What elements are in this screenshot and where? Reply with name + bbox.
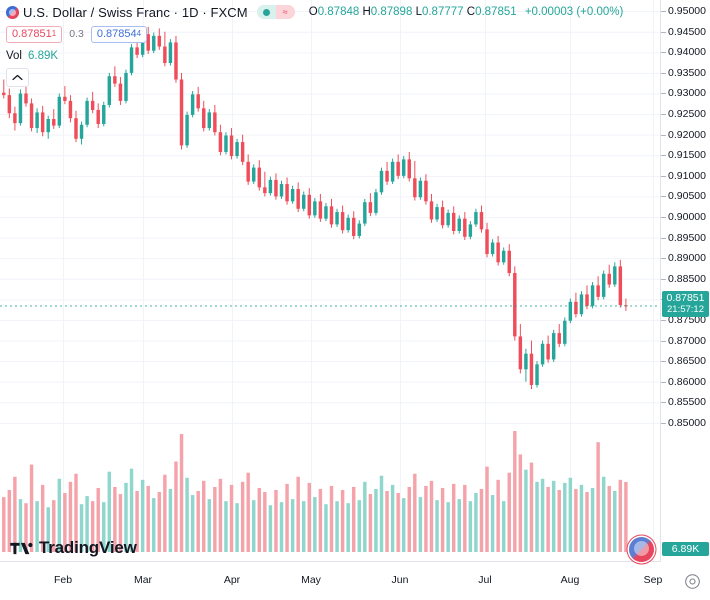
current-price-badge[interactable]: 0.87851 21:57:12 bbox=[662, 291, 709, 318]
candlestick-svg bbox=[0, 0, 661, 552]
price-tick-mark bbox=[661, 381, 666, 383]
price-tick-mark bbox=[661, 134, 666, 136]
tradingview-logo[interactable]: TradingView bbox=[10, 538, 137, 558]
chart-plot-area[interactable] bbox=[0, 0, 661, 562]
price-tick-label: 0.95000 bbox=[668, 5, 706, 18]
time-tick-label: Apr bbox=[223, 574, 241, 586]
bar-countdown: 21:57:12 bbox=[667, 303, 704, 315]
current-price-value: 0.87851 bbox=[666, 292, 705, 305]
chevron-up-icon bbox=[12, 74, 23, 81]
price-tick-mark bbox=[661, 52, 666, 54]
price-tick-label: 0.89500 bbox=[668, 231, 706, 244]
price-tick-mark bbox=[661, 175, 666, 177]
price-tick-label: 0.86500 bbox=[668, 355, 706, 368]
price-tick-label: 0.91000 bbox=[668, 169, 706, 182]
price-tick-mark bbox=[661, 319, 666, 321]
time-tick-label: Jun bbox=[391, 574, 409, 586]
chart-settings-gear-icon[interactable] bbox=[684, 573, 701, 590]
price-tick-mark bbox=[661, 361, 666, 363]
price-tick-label: 0.85500 bbox=[668, 396, 706, 409]
price-tick-label: 0.90000 bbox=[668, 211, 706, 223]
time-tick-label: Mar bbox=[133, 574, 153, 586]
price-tick-mark bbox=[661, 155, 666, 157]
time-axis[interactable]: Feb Mar Apr May Jun Jul Aug Sep bbox=[0, 562, 710, 600]
price-tick-label: 0.94500 bbox=[668, 25, 706, 38]
time-axis-divider bbox=[0, 561, 710, 562]
price-tick-mark bbox=[661, 31, 666, 33]
price-tick-mark bbox=[661, 11, 666, 13]
time-tick-label: Sep bbox=[643, 574, 663, 586]
time-tick-label: May bbox=[301, 574, 321, 586]
price-tick-label: 0.94000 bbox=[668, 46, 706, 59]
current-volume-badge[interactable]: 6.89K bbox=[662, 542, 709, 556]
price-tick-mark bbox=[661, 402, 666, 404]
price-tick-mark bbox=[661, 72, 666, 74]
tradingview-mark-icon bbox=[10, 542, 33, 554]
price-axis[interactable]: 0.95000 0.94500 0.94000 0.93500 0.93000 0.925… bbox=[661, 0, 710, 562]
price-tick-label: 0.87000 bbox=[668, 334, 706, 347]
price-tick-label: 0.92500 bbox=[668, 108, 706, 121]
time-tick-label: Jul bbox=[478, 574, 492, 586]
price-tick-label: 0.93500 bbox=[668, 66, 706, 79]
price-tick-label: 0.91500 bbox=[668, 149, 706, 162]
price-tick-mark bbox=[661, 340, 666, 342]
price-tick-mark bbox=[661, 217, 666, 218]
price-tick-label: 0.93000 bbox=[668, 87, 706, 100]
symbol-flag-badge-icon bbox=[629, 537, 654, 562]
price-tick-label: 0.86000 bbox=[668, 375, 706, 388]
price-tick-mark bbox=[661, 278, 666, 280]
time-tick-label: Aug bbox=[560, 574, 580, 586]
price-tick-label: 0.92000 bbox=[668, 128, 706, 141]
price-tick-label: 0.88500 bbox=[668, 272, 706, 285]
price-axis-divider bbox=[660, 0, 661, 562]
price-tick-label: 0.89000 bbox=[668, 252, 706, 265]
price-tick-mark bbox=[661, 422, 666, 424]
tradingview-wordmark: TradingView bbox=[39, 538, 137, 557]
price-tick-label: 0.85000 bbox=[668, 416, 706, 429]
price-tick-mark bbox=[661, 93, 666, 95]
time-tick-label: Feb bbox=[53, 574, 73, 586]
collapse-pane-button[interactable] bbox=[6, 68, 29, 87]
price-tick-mark bbox=[661, 258, 666, 260]
price-tick-mark bbox=[661, 196, 666, 198]
price-tick-mark bbox=[661, 114, 666, 116]
price-tick-mark bbox=[661, 237, 666, 239]
price-tick-label: 0.90500 bbox=[668, 190, 706, 203]
